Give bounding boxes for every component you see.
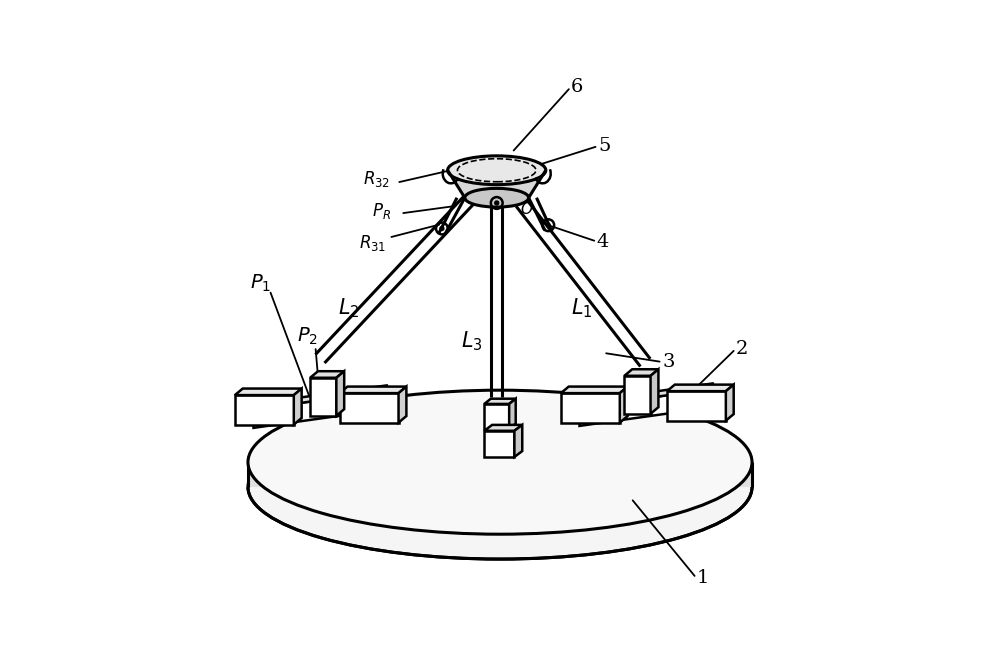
Text: $O$: $O$ [520,201,533,217]
Text: 6: 6 [571,78,583,96]
Polygon shape [254,392,380,428]
Polygon shape [561,386,628,393]
Text: 5: 5 [598,137,611,155]
Text: $P_2$: $P_2$ [297,325,318,346]
Ellipse shape [448,156,546,184]
Text: $R_{32}$: $R_{32}$ [363,169,390,189]
Polygon shape [484,404,509,429]
Polygon shape [235,395,294,424]
Circle shape [546,223,550,227]
Polygon shape [310,378,336,416]
Polygon shape [726,384,734,420]
Ellipse shape [248,390,752,534]
Text: 4: 4 [597,233,609,251]
Polygon shape [509,399,516,429]
Circle shape [440,226,444,230]
Text: 1: 1 [696,569,709,587]
Ellipse shape [465,188,529,207]
Polygon shape [561,393,620,422]
Text: $P_1$: $P_1$ [250,273,271,294]
Polygon shape [580,383,714,407]
Polygon shape [235,388,302,395]
Polygon shape [254,385,388,409]
Text: $L_2$: $L_2$ [338,297,359,320]
Text: $L_3$: $L_3$ [461,329,482,353]
Polygon shape [620,386,628,422]
Polygon shape [484,399,516,404]
Text: $R_{31}$: $R_{31}$ [359,233,387,253]
Polygon shape [399,386,406,422]
Text: 2: 2 [736,340,748,358]
Polygon shape [624,376,651,414]
Polygon shape [514,425,522,457]
Polygon shape [651,369,658,414]
Polygon shape [448,171,546,197]
Polygon shape [484,431,514,457]
Polygon shape [667,384,734,391]
Polygon shape [340,393,399,422]
Text: $L_1$: $L_1$ [571,297,592,320]
Text: 3: 3 [662,353,675,371]
Polygon shape [624,369,658,376]
Text: $P_R$: $P_R$ [372,201,391,222]
Polygon shape [248,462,752,487]
Polygon shape [580,390,706,426]
Polygon shape [667,391,726,420]
Polygon shape [340,386,406,393]
Ellipse shape [248,415,752,559]
Polygon shape [336,371,344,416]
Circle shape [495,201,499,205]
Polygon shape [310,371,344,378]
Polygon shape [294,388,302,424]
Polygon shape [484,425,522,431]
